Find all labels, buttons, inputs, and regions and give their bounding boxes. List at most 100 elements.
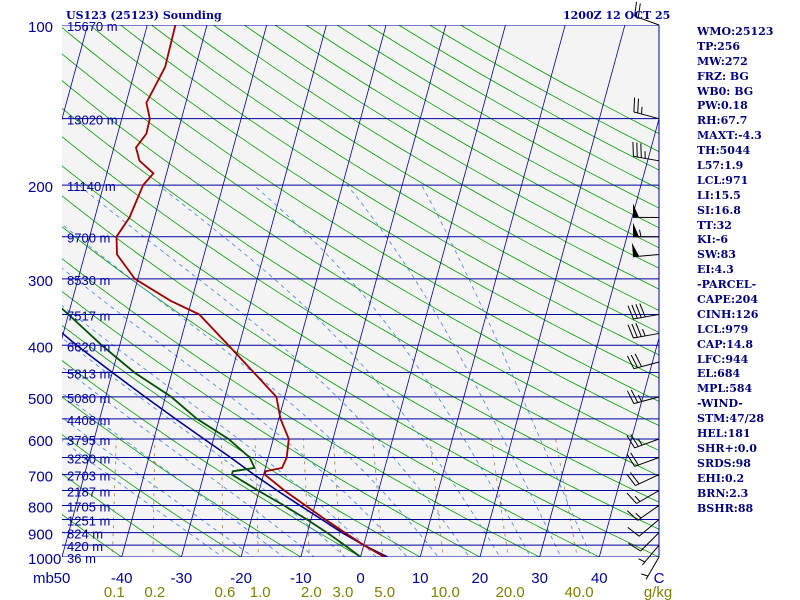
isotherm-line: [62, 25, 148, 340]
index-value: TP:256: [697, 39, 741, 53]
index-value: HEL:181: [697, 427, 751, 441]
index-value: TH:5044: [697, 144, 751, 158]
wind-barb-half-flag: [637, 438, 643, 446]
height-label: 15670 m: [67, 19, 118, 34]
mixing-ratio-label: 40.0: [564, 584, 593, 600]
mixing-ratio-line: [555, 438, 578, 557]
wind-barb-staff: [641, 544, 660, 566]
wind-barb-half-flag: [642, 329, 646, 337]
wind-barb-flag: [626, 473, 636, 486]
pressure-tick-label: 100: [28, 19, 53, 36]
moist-adiabat-line: [62, 392, 285, 557]
moist-adiabat-line: [421, 184, 592, 557]
wind-barb-flag: [639, 303, 646, 318]
wind-barb: [641, 556, 660, 580]
mixing-unit-label: g/kg: [644, 584, 672, 600]
wind-barb-staff: [634, 438, 660, 449]
wind-barb: [627, 519, 660, 537]
temperature-tick-label: -10: [290, 570, 312, 587]
station-title: US123 (25123) Sounding: [66, 9, 222, 22]
height-label: 11140 m: [67, 179, 116, 194]
wind-barb: [626, 505, 660, 521]
temperature-tick-label: 30: [531, 570, 548, 587]
wind-barb-flag: [626, 390, 635, 404]
wind-barb-staff: [636, 490, 660, 504]
wind-barb: [638, 544, 660, 566]
index-value: CAPE:204: [697, 293, 758, 307]
wind-barb-staff: [637, 505, 660, 521]
wind-barb-pennant: [633, 222, 639, 237]
wind-barb-staff: [634, 457, 660, 467]
pressure-tick-label: 900: [28, 527, 53, 544]
wind-barb: [626, 472, 660, 487]
wind-barb-staff: [634, 15, 660, 26]
wind-barb-flag: [637, 98, 639, 114]
wind-barb-flag: [633, 97, 636, 113]
temperature-tick-label: -30: [171, 570, 193, 587]
index-value: SRDS:98: [697, 456, 751, 470]
wind-barb-flag: [627, 305, 634, 320]
wind-barb-half-flag: [635, 512, 642, 519]
index-value: LFC:944: [697, 352, 749, 366]
temperature-tick-label: -40: [111, 570, 133, 587]
wind-barb-flag: [635, 304, 642, 318]
wind-barb-flag: [634, 353, 643, 367]
isotherm-line: [180, 25, 327, 557]
wind-barb-flag: [626, 355, 635, 369]
isotherm-line: [62, 25, 89, 121]
wind-barb-staff: [633, 313, 660, 320]
index-value: EHI:0.2: [697, 471, 745, 485]
index-value: KI:-6: [697, 233, 728, 247]
temperature-tick-label: 0: [356, 570, 364, 587]
temperature-tick-label: 50: [54, 570, 71, 587]
index-value: CINH:126: [697, 307, 759, 321]
isotherm-line: [479, 25, 626, 557]
height-label: 9700 m: [67, 231, 110, 246]
temperature-tick-label: 40: [591, 570, 608, 587]
wind-barb-flag: [630, 354, 639, 368]
mixing-ratio-line: [332, 438, 342, 557]
pressure-tick-label: 200: [28, 179, 53, 196]
sounding-time: 1200Z 12 OCT 25: [563, 9, 671, 22]
wind-barb: [633, 97, 660, 120]
wind-barb-half-flag: [634, 495, 641, 502]
wind-barb-flag: [640, 143, 642, 158]
wind-barb-flag: [632, 141, 634, 157]
wind-barb-flag: [631, 304, 638, 319]
wind-barb-flag: [636, 142, 638, 158]
pressure-tick-label: 300: [28, 273, 53, 290]
wind-barb-staff: [633, 111, 660, 120]
pressure-unit-label: mb: [33, 570, 54, 587]
wind-barb: [628, 532, 660, 552]
pressure-tick-label: 400: [28, 339, 53, 356]
dry-adiabat-line: [62, 473, 183, 557]
temperature-line: [115, 25, 385, 557]
mixing-ratio-label: 5.0: [374, 584, 395, 600]
mixing-ratio-line: [490, 438, 509, 557]
wind-barb: [627, 323, 660, 339]
parcel-trace-line: [62, 331, 388, 557]
wind-barb-flag: [630, 452, 639, 466]
moist-adiabat-line: [78, 184, 470, 557]
mixing-ratio-line: [152, 438, 156, 557]
wind-barb-flag: [630, 472, 640, 485]
index-value: EL:684: [697, 367, 741, 381]
moist-adiabat-line: [62, 439, 224, 557]
height-label: 3795 m: [67, 433, 110, 448]
pressure-tick-label: 500: [28, 391, 53, 408]
wind-barb-flag: [631, 323, 638, 338]
index-value: BSHR:88: [697, 501, 754, 515]
wind-barb-staff: [640, 532, 660, 552]
mixing-ratio-label: 10.0: [431, 584, 460, 600]
dry-adiabat-line: [62, 434, 242, 557]
moist-adiabat-line: [158, 184, 501, 557]
wind-barb-flag: [628, 542, 641, 552]
wind-barb: [627, 303, 660, 320]
dewpoint-line: [62, 307, 362, 557]
temperature-tick-label: 20: [472, 570, 489, 587]
dry-adiabat-line: [62, 290, 481, 557]
wind-barb: [634, 1, 660, 26]
height-label: 3230 m: [67, 451, 110, 466]
height-label: 1251 m: [67, 513, 110, 528]
index-value: CAP:14.8: [697, 337, 754, 351]
